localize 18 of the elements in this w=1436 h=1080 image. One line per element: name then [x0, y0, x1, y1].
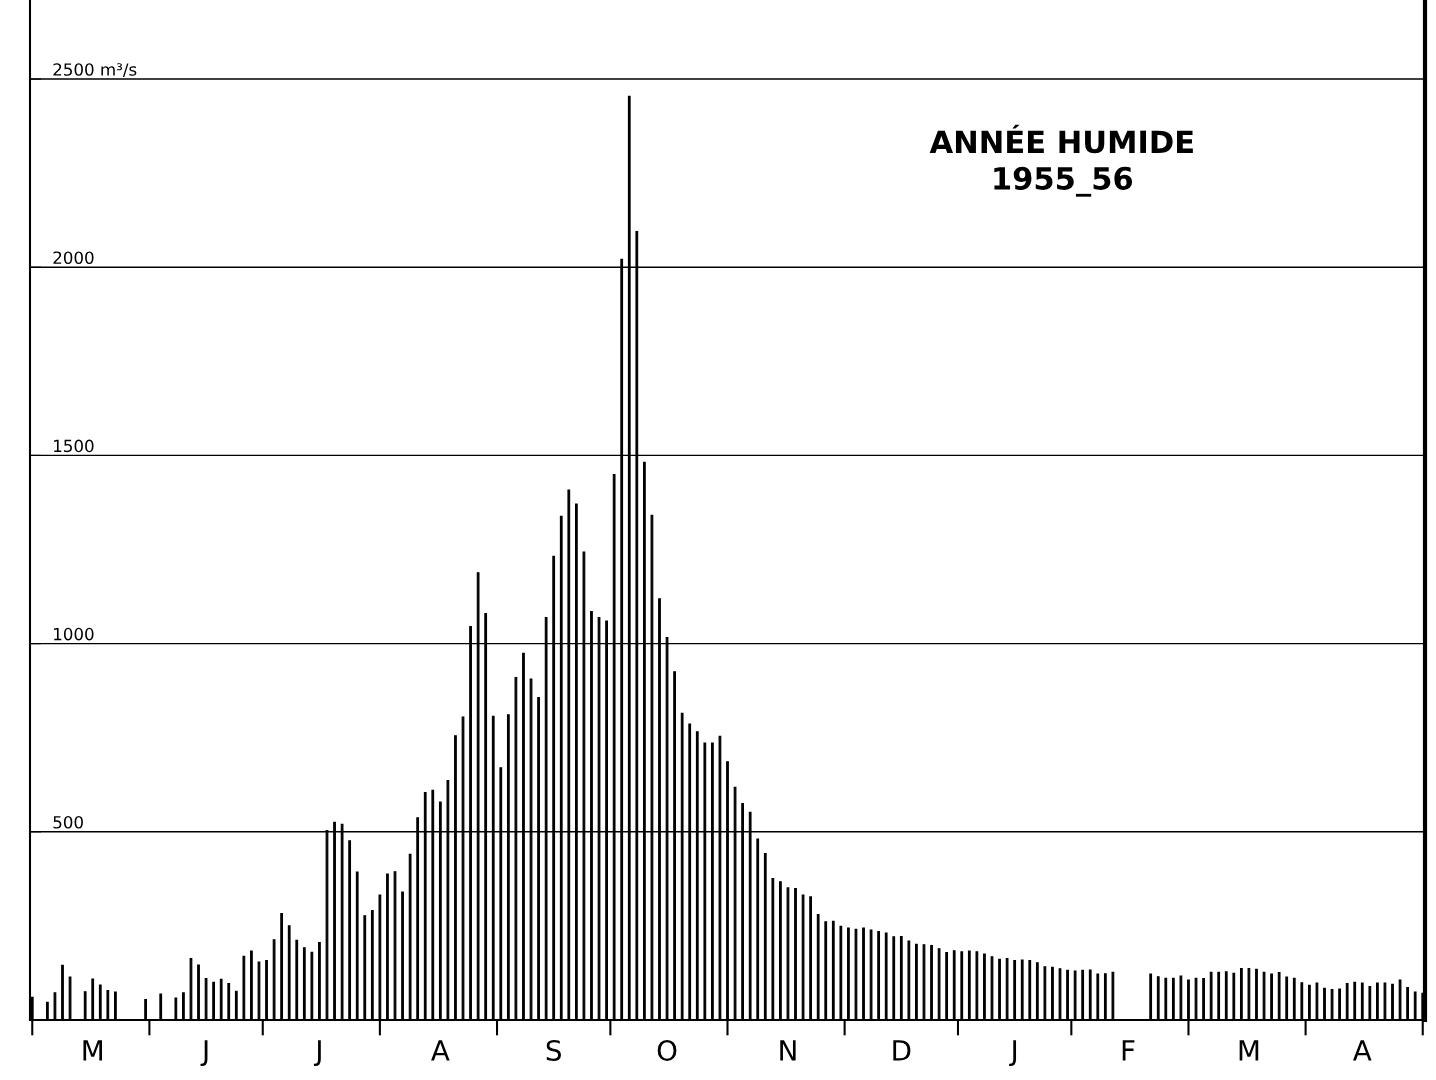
x-tick-label: D	[893, 1040, 911, 1061]
x-tick-label: M	[1239, 1040, 1259, 1061]
x-tick-label: J	[200, 1040, 208, 1067]
x-tick-label: A	[431, 1040, 450, 1061]
x-tick-label: M	[83, 1040, 102, 1061]
y-tick-label: 1500	[54, 439, 94, 453]
x-tick-label: O	[657, 1039, 677, 1061]
y-tick-label: 500	[53, 815, 83, 829]
x-tick-label: N	[780, 1040, 796, 1061]
x-tick-label: A	[1352, 1040, 1372, 1061]
text: ANNÉE HUMIDE 1955_56	[929, 124, 1193, 197]
y-tick-label: 1000	[54, 627, 94, 641]
x-tick-label: F	[1122, 1040, 1135, 1061]
y-tick-label: 2500 m³/s	[53, 63, 137, 78]
x-tick-label: S	[546, 1039, 561, 1061]
x-tick-label: J	[1009, 1040, 1017, 1067]
y-tick-label: 2000	[53, 251, 94, 264]
x-tick-label: J	[313, 1040, 321, 1067]
